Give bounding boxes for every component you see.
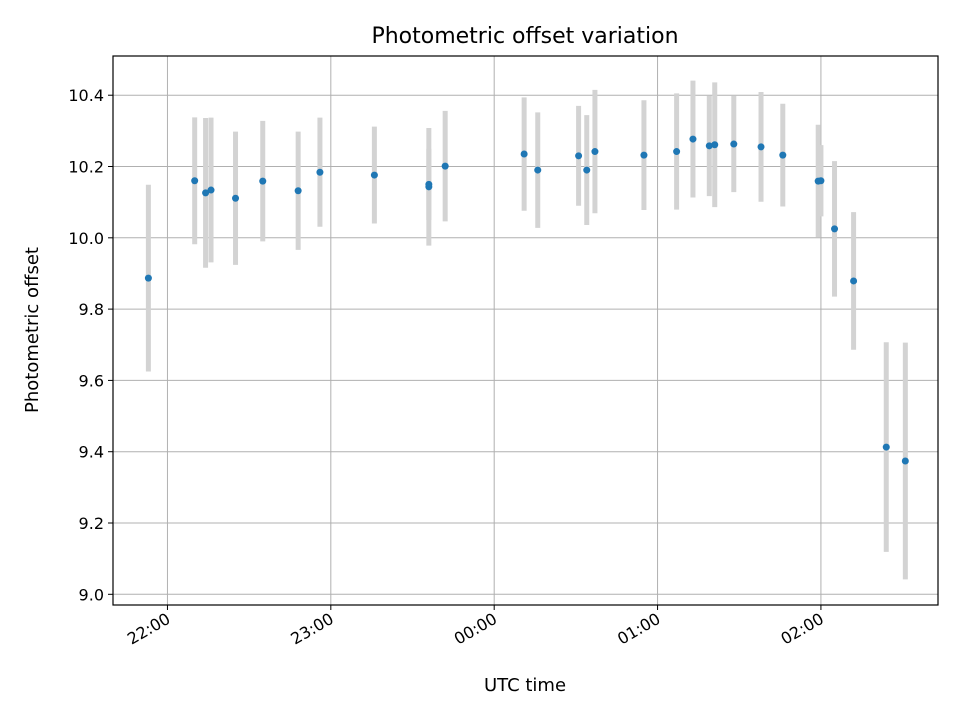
- data-point: [673, 148, 681, 156]
- data-point: [689, 135, 697, 143]
- data-point: [640, 151, 648, 159]
- data-point: [583, 166, 591, 174]
- data-point: [520, 150, 528, 158]
- data-point: [259, 177, 267, 185]
- y-tick-label: 9.6: [79, 371, 104, 390]
- data-point: [425, 180, 433, 188]
- data-point: [901, 457, 909, 465]
- y-tick-label: 9.2: [79, 514, 104, 533]
- data-point: [370, 171, 378, 179]
- y-tick-label: 10.0: [68, 229, 104, 248]
- y-tick-label: 9.0: [79, 585, 104, 604]
- data-point: [882, 443, 890, 451]
- data-point: [202, 189, 210, 197]
- plot-frame: [112, 55, 939, 606]
- data-point: [144, 274, 152, 282]
- data-point: [831, 225, 839, 233]
- data-point: [705, 142, 713, 150]
- data-point: [232, 194, 240, 202]
- y-axis-label: Photometric offset: [22, 247, 43, 413]
- y-tick-label: 10.2: [68, 158, 104, 177]
- y-tick-label: 9.8: [79, 300, 104, 319]
- data-point: [534, 166, 542, 174]
- data-points: [144, 135, 909, 465]
- data-point: [730, 140, 738, 148]
- y-tick-label: 10.4: [68, 86, 104, 105]
- data-point: [575, 152, 583, 160]
- data-point: [441, 162, 449, 170]
- data-point: [757, 143, 765, 151]
- x-axis-label: UTC time: [484, 675, 566, 696]
- data-point: [591, 148, 599, 156]
- data-point: [294, 187, 302, 195]
- data-point: [779, 151, 787, 159]
- data-point: [207, 186, 215, 194]
- data-point: [711, 141, 719, 149]
- grid: [113, 56, 938, 605]
- data-point: [817, 177, 825, 185]
- data-point: [191, 177, 199, 185]
- chart-title: Photometric offset variation: [371, 24, 678, 49]
- data-point: [850, 277, 858, 285]
- data-point: [316, 168, 324, 176]
- y-tick-label: 9.4: [79, 443, 104, 462]
